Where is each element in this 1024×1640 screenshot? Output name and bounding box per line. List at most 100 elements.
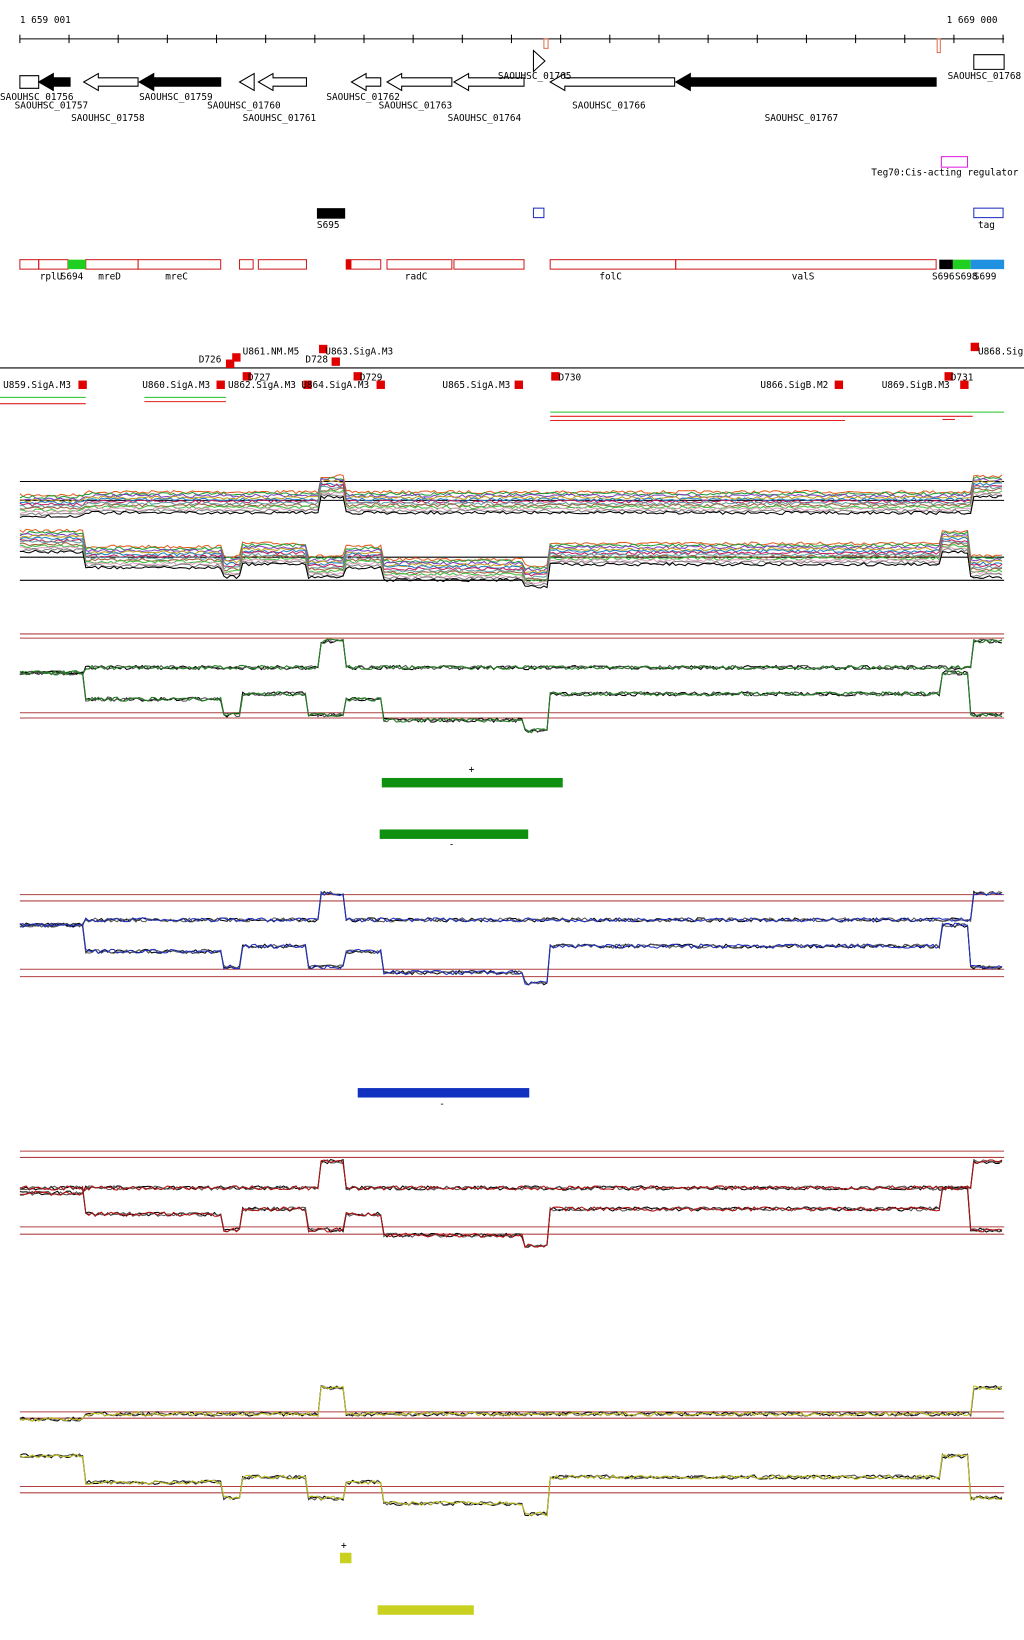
gene-label: SAOUHSC_01756 bbox=[0, 92, 74, 103]
regulator-box bbox=[940, 156, 969, 168]
promoter-label: U866.SigB.M2 bbox=[760, 380, 828, 391]
gene-label: SAOUHSC_01768 bbox=[948, 71, 1022, 82]
strand-label: + bbox=[341, 1541, 347, 1552]
signal-line bbox=[19, 890, 1003, 928]
operon-box bbox=[346, 259, 352, 270]
operon-box bbox=[239, 259, 254, 270]
signal-line bbox=[19, 1185, 1003, 1248]
feature-box bbox=[532, 207, 545, 219]
gene-arrow bbox=[238, 72, 255, 92]
signal-line bbox=[19, 542, 1003, 581]
signal-line bbox=[19, 670, 1003, 734]
signal-line bbox=[19, 1452, 1003, 1517]
signal-line bbox=[19, 638, 1003, 676]
gene-label: SAOUHSC_01759 bbox=[139, 92, 213, 103]
region-bar bbox=[377, 1605, 474, 1615]
gene-label: SAOUHSC_01757 bbox=[15, 100, 89, 111]
promoter-label: U869.SigB.M3 bbox=[882, 380, 950, 391]
signal-line bbox=[19, 530, 1003, 570]
operon-label: mreC bbox=[165, 272, 188, 283]
gene-label: SAOUHSC_01767 bbox=[765, 113, 839, 124]
signal-line bbox=[19, 638, 1003, 676]
strand-label: + bbox=[469, 765, 475, 776]
operon-box bbox=[970, 259, 1005, 270]
operon-label: S694 bbox=[61, 272, 84, 283]
gene-label: SAOUHSC_01760 bbox=[207, 100, 281, 111]
regulator-label: Teg70:Cis-acting regulator bbox=[871, 168, 1018, 179]
operon-box bbox=[675, 259, 937, 270]
signal-line bbox=[19, 536, 1003, 575]
signal-line bbox=[19, 491, 1003, 515]
promoter-mark bbox=[303, 380, 312, 389]
operon-box bbox=[453, 259, 525, 270]
feature-label: S695 bbox=[317, 220, 340, 231]
operon-box bbox=[38, 259, 69, 270]
feature-label: tag bbox=[978, 220, 995, 231]
operon-label: rplU bbox=[40, 272, 63, 283]
region-bar bbox=[379, 829, 529, 839]
gene-arrow bbox=[350, 72, 382, 92]
promoter-label: U864.SigA.M3 bbox=[301, 380, 369, 391]
gene-arrow bbox=[257, 72, 307, 92]
operon-box bbox=[257, 259, 307, 270]
operon-label: S698 bbox=[955, 272, 978, 283]
ruler-end: 1 669 000 bbox=[947, 15, 998, 26]
promoter-mark bbox=[232, 353, 241, 362]
promoter-mark bbox=[78, 380, 87, 389]
signal-line bbox=[19, 477, 1003, 501]
promoter-label: U861.NM.M5 bbox=[243, 346, 300, 357]
promoter-label: U865.SigA.M3 bbox=[442, 380, 510, 391]
region-bar bbox=[381, 777, 563, 788]
promoter-label: D731 bbox=[951, 373, 974, 384]
promoter-mark bbox=[944, 372, 953, 381]
promoter-mark bbox=[216, 380, 225, 389]
gene-arrow bbox=[385, 72, 453, 92]
operon-label: folC bbox=[599, 272, 622, 283]
promoter-label: U862.SigA.M3 bbox=[228, 380, 296, 391]
signal-line bbox=[19, 1453, 1003, 1517]
promoter-label: D728 bbox=[305, 355, 328, 366]
gene-arrow bbox=[19, 75, 40, 89]
signal-line bbox=[19, 538, 1003, 577]
promoter-mark bbox=[970, 342, 980, 352]
operon-box bbox=[549, 259, 677, 270]
operon-box bbox=[952, 259, 971, 270]
gene-label: SAOUHSC_01764 bbox=[448, 113, 522, 124]
marker bbox=[936, 38, 941, 54]
operon-box bbox=[19, 259, 40, 270]
gene-arrow bbox=[452, 72, 525, 92]
promoter-mark bbox=[319, 344, 328, 354]
operon-box bbox=[85, 259, 139, 270]
signal-line bbox=[19, 922, 1003, 986]
promoter-mark bbox=[225, 359, 235, 368]
gene-arrow bbox=[82, 72, 139, 92]
signal-line bbox=[19, 1185, 1003, 1249]
promoter-mark bbox=[834, 380, 844, 389]
operon-label: S696 bbox=[932, 272, 955, 283]
signal-line bbox=[19, 638, 1003, 676]
operon-box bbox=[939, 259, 953, 270]
promoter-mark bbox=[551, 372, 560, 381]
gene-label: SAOUHSC_01758 bbox=[71, 113, 145, 124]
signal-line bbox=[19, 476, 1003, 500]
operon-label: S699 bbox=[974, 272, 997, 283]
signal-line bbox=[19, 1453, 1003, 1517]
marker bbox=[543, 38, 549, 49]
signal-line bbox=[19, 549, 1003, 589]
promoter-label: D729 bbox=[360, 373, 383, 384]
operon-label: radC bbox=[405, 272, 428, 283]
signal-line bbox=[19, 540, 1003, 579]
signal-line bbox=[19, 1385, 1003, 1422]
region-bar bbox=[339, 1552, 352, 1564]
ruler-start: 1 659 001 bbox=[20, 15, 71, 26]
operon-label: mreD bbox=[98, 272, 121, 283]
signal-line bbox=[19, 922, 1003, 986]
gene-label: SAOUHSC_01765 bbox=[498, 71, 572, 82]
region-bar bbox=[357, 1088, 530, 1098]
promoter-label: D727 bbox=[248, 373, 271, 384]
gene-arrow bbox=[37, 72, 71, 92]
signal-line bbox=[19, 670, 1003, 733]
signal-line bbox=[19, 479, 1003, 503]
